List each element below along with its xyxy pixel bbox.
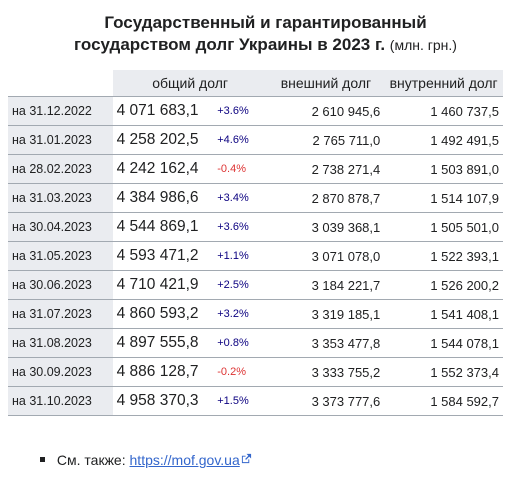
row-internal-debt: 1 526 200,2	[384, 270, 503, 300]
table-body: на 31.12.2022 4 071 683,1 +3.6% 2 610 945,6…	[8, 96, 503, 416]
row-change: +3.4%	[213, 183, 268, 213]
row-change: -0.2%	[213, 357, 268, 387]
row-internal-debt: 1 503 891,0	[384, 154, 503, 184]
row-date: на 31.10.2023	[8, 386, 113, 416]
row-internal-debt: 1 522 393,1	[384, 241, 503, 271]
row-external-debt: 3 039 368,1	[267, 212, 385, 242]
bullet	[40, 456, 45, 462]
row-total-debt: 4 710 421,9	[112, 270, 214, 300]
row-total-debt: 4 242 162,4	[112, 154, 214, 184]
row-change: +1.5%	[213, 386, 268, 416]
page-title: Государственный и гарантированный госуда…	[0, 12, 531, 56]
row-total-debt: 4 886 128,7	[112, 357, 214, 387]
row-change: +3.6%	[213, 96, 268, 126]
row-external-debt: 3 333 755,2	[267, 357, 385, 387]
row-internal-debt: 1 514 107,9	[384, 183, 503, 213]
row-internal-debt: 1 544 078,1	[384, 328, 503, 358]
title-line-1: Государственный и гарантированный	[104, 13, 427, 32]
row-change: +1.1%	[213, 241, 268, 271]
row-date: на 31.03.2023	[8, 183, 113, 213]
row-external-debt: 3 184 221,7	[267, 270, 385, 300]
debt-table: общий долг внешний долг внутренний долг …	[8, 70, 503, 416]
row-change: +3.6%	[213, 212, 268, 242]
row-internal-debt: 1 584 592,7	[384, 386, 503, 416]
row-total-debt: 4 958 370,3	[112, 386, 214, 416]
table-row: на 30.06.2023 4 710 421,9 +2.5% 3 184 221,7…	[8, 270, 503, 300]
header-blank	[8, 70, 113, 97]
row-external-debt: 3 319 185,1	[267, 299, 385, 329]
title-line-2: государством долг Украины в 2023 г. (млн…	[0, 34, 531, 56]
table-row: на 31.12.2022 4 071 683,1 +3.6% 2 610 945,6…	[8, 96, 503, 126]
row-total-debt: 4 258 202,5	[112, 125, 214, 155]
row-change: +2.5%	[213, 270, 268, 300]
title-line-2-text: государством долг Украины в 2023 г.	[74, 35, 386, 54]
row-change: +0.8%	[213, 328, 268, 358]
table-row: на 31.07.2023 4 860 593,2 +3.2% 3 319 185,1…	[8, 299, 503, 329]
header-total: общий долг	[112, 70, 268, 97]
row-date: на 30.06.2023	[8, 270, 113, 300]
row-internal-debt: 1 460 737,5	[384, 96, 503, 126]
header-internal: внутренний долг	[384, 70, 503, 97]
row-internal-debt: 1 552 373,4	[384, 357, 503, 387]
row-external-debt: 3 373 777,6	[267, 386, 385, 416]
row-internal-debt: 1 492 491,5	[384, 125, 503, 155]
row-date: на 31.05.2023	[8, 241, 113, 271]
header-external: внешний долг	[267, 70, 385, 97]
row-external-debt: 2 765 711,0	[267, 125, 385, 155]
table-row: на 31.10.2023 4 958 370,3 +1.5% 3 373 777,6…	[8, 386, 503, 416]
see-also: См. также: https://mof.gov.ua	[40, 452, 252, 469]
row-external-debt: 2 738 271,4	[267, 154, 385, 184]
row-change: -0.4%	[213, 154, 268, 184]
row-date: на 30.09.2023	[8, 357, 113, 387]
row-total-debt: 4 071 683,1	[112, 96, 214, 126]
row-external-debt: 2 610 945,6	[267, 96, 385, 126]
table-row: на 28.02.2023 4 242 162,4 -0.4% 2 738 271,4…	[8, 154, 503, 184]
see-also-label: См. также:	[56, 452, 126, 468]
table-row: на 30.04.2023 4 544 869,1 +3.6% 3 039 368,1…	[8, 212, 503, 242]
row-total-debt: 4 544 869,1	[112, 212, 214, 242]
table-header-row: общий долг внешний долг внутренний долг	[8, 70, 503, 97]
row-internal-debt: 1 541 408,1	[384, 299, 503, 329]
row-change: +4.6%	[213, 125, 268, 155]
row-external-debt: 3 071 078,0	[267, 241, 385, 271]
external-link-icon	[241, 451, 252, 467]
row-external-debt: 3 353 477,8	[267, 328, 385, 358]
table-row: на 31.08.2023 4 897 555,8 +0.8% 3 353 477,8…	[8, 328, 503, 358]
row-date: на 28.02.2023	[8, 154, 113, 184]
row-total-debt: 4 593 471,2	[112, 241, 214, 271]
row-date: на 31.07.2023	[8, 299, 113, 329]
table-row: на 31.01.2023 4 258 202,5 +4.6% 2 765 711,0…	[8, 125, 503, 155]
row-total-debt: 4 384 986,6	[112, 183, 214, 213]
row-total-debt: 4 897 555,8	[112, 328, 214, 358]
table-row: на 30.09.2023 4 886 128,7 -0.2% 3 333 755,2…	[8, 357, 503, 387]
title-unit: (млн. грн.)	[389, 37, 457, 53]
row-internal-debt: 1 505 501,0	[384, 212, 503, 242]
row-date: на 31.01.2023	[8, 125, 113, 155]
row-date: на 31.12.2022	[8, 96, 113, 126]
row-date: на 31.08.2023	[8, 328, 113, 358]
row-date: на 30.04.2023	[8, 212, 113, 242]
table-row: на 31.05.2023 4 593 471,2 +1.1% 3 071 078,0…	[8, 241, 503, 271]
mof-link-text[interactable]: https://mof.gov.ua	[129, 452, 240, 468]
row-external-debt: 2 870 878,7	[267, 183, 385, 213]
table-row: на 31.03.2023 4 384 986,6 +3.4% 2 870 878,7…	[8, 183, 503, 213]
row-total-debt: 4 860 593,2	[112, 299, 214, 329]
row-change: +3.2%	[213, 299, 268, 329]
mof-link[interactable]: https://mof.gov.ua	[130, 452, 240, 468]
